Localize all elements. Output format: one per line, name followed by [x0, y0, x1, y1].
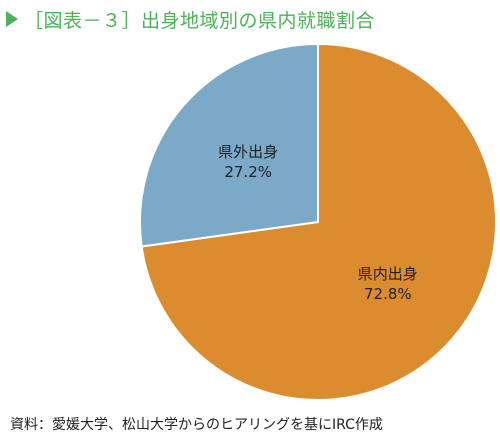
source-note: 資料：愛媛大学、松山大学からのヒアリングを基にIRC作成 — [10, 417, 383, 433]
title-triangle-icon — [6, 11, 18, 27]
chart-title: ［図表－３］出身地域別の県内就職割合 — [24, 9, 376, 32]
chart-header: ［図表－３］出身地域別の県内就職割合 — [6, 6, 375, 32]
pie-labels: 県内出身 72.8% 県外出身 27.2% — [218, 143, 418, 303]
pie-slice-value-1: 27.2% — [224, 163, 272, 181]
pie-slice-label-0: 県内出身 — [358, 265, 418, 283]
pie-slice-1 — [139, 42, 319, 248]
pie-slice-label-1: 県外出身 — [218, 143, 278, 161]
pie-slice-value-0: 72.8% — [364, 285, 412, 303]
pie-slices — [139, 42, 497, 401]
